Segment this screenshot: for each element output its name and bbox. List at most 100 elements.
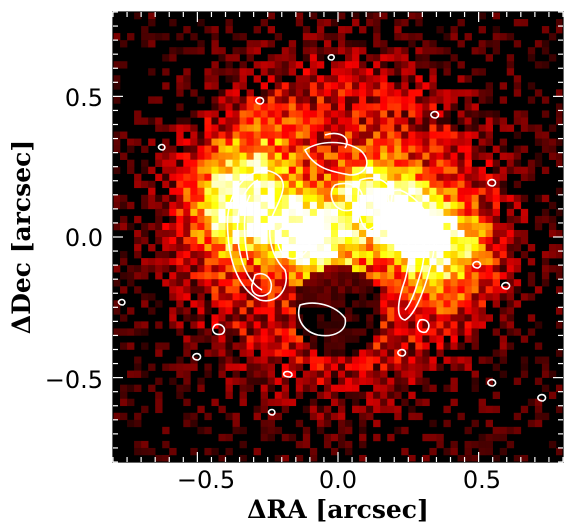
image-pixel	[359, 96, 367, 104]
image-pixel	[555, 159, 563, 167]
image-pixel	[183, 159, 191, 167]
image-pixel	[183, 222, 191, 231]
image-pixel	[323, 117, 332, 125]
image-pixel	[485, 222, 493, 231]
image-pixel	[380, 131, 388, 139]
image-pixel	[352, 208, 360, 217]
image-pixel	[183, 293, 191, 301]
image-pixel	[443, 244, 451, 252]
image-pixel	[359, 412, 367, 421]
image-pixel	[373, 279, 381, 287]
image-pixel	[176, 159, 184, 167]
image-pixel	[274, 279, 283, 287]
image-pixel	[281, 180, 290, 189]
image-pixel	[478, 293, 486, 301]
image-pixel	[239, 159, 247, 167]
image-pixel	[492, 244, 501, 252]
image-pixel	[492, 208, 501, 217]
image-pixel	[513, 75, 522, 83]
image-pixel	[366, 19, 374, 27]
image-pixel	[394, 145, 402, 153]
image-pixel	[246, 229, 254, 238]
image-pixel	[520, 117, 529, 125]
image-pixel	[380, 124, 388, 132]
image-pixel	[218, 194, 226, 203]
image-pixel	[492, 166, 501, 175]
image-pixel	[450, 272, 458, 280]
image-pixel	[359, 138, 367, 146]
image-pixel	[197, 138, 205, 146]
image-pixel	[288, 286, 297, 294]
image-pixel	[352, 363, 360, 371]
image-pixel	[478, 244, 486, 252]
image-pixel	[408, 244, 416, 252]
image-pixel	[183, 279, 191, 287]
image-pixel	[274, 377, 283, 385]
image-pixel	[429, 279, 437, 287]
image-pixel	[316, 258, 325, 266]
image-pixel	[380, 173, 388, 182]
image-pixel	[457, 229, 465, 238]
image-pixel	[450, 265, 458, 273]
image-pixel	[345, 103, 353, 111]
image-pixel	[338, 138, 346, 146]
image-pixel	[288, 335, 297, 343]
image-pixel	[309, 138, 318, 146]
image-pixel	[352, 61, 360, 69]
image-pixel	[408, 229, 416, 238]
image-pixel	[309, 166, 318, 175]
image-pixel	[352, 328, 360, 336]
image-pixel	[380, 279, 388, 287]
image-pixel	[450, 194, 458, 203]
image-pixel	[443, 89, 451, 97]
image-pixel	[323, 384, 332, 392]
image-pixel	[302, 33, 311, 41]
image-pixel	[534, 377, 543, 385]
image-pixel	[162, 237, 170, 245]
image-pixel	[366, 222, 374, 231]
image-pixel	[274, 187, 283, 196]
image-pixel	[288, 300, 297, 308]
image-pixel	[134, 237, 142, 245]
image-pixel	[394, 237, 402, 245]
image-pixel	[316, 124, 325, 132]
image-pixel	[148, 307, 156, 315]
image-pixel	[183, 272, 191, 280]
image-pixel	[309, 272, 318, 280]
image-pixel	[190, 251, 198, 259]
image-pixel	[225, 279, 233, 287]
image-pixel	[260, 314, 268, 322]
image-pixel	[239, 124, 247, 132]
image-pixel	[345, 26, 353, 34]
image-pixel	[415, 370, 423, 378]
image-pixel	[359, 40, 367, 48]
image-pixel	[373, 342, 381, 350]
axis-ticks	[112, 11, 564, 463]
image-pixel	[422, 349, 430, 357]
image-pixel	[471, 384, 479, 392]
image-pixel	[478, 68, 486, 76]
image-pixel	[211, 152, 219, 160]
image-pixel	[183, 180, 191, 189]
image-pixel	[162, 258, 170, 266]
image-pixel	[380, 321, 388, 329]
image-pixel	[253, 201, 261, 210]
image-pixel	[478, 265, 486, 273]
image-pixel	[176, 286, 184, 294]
image-pixel	[366, 314, 374, 322]
image-pixel	[373, 356, 381, 364]
image-pixel	[197, 145, 205, 153]
image-pixel	[288, 110, 297, 118]
image-pixel	[239, 440, 247, 449]
image-pixel	[281, 314, 290, 322]
image-pixel	[408, 68, 416, 76]
image-pixel	[373, 124, 381, 132]
image-pixel	[281, 152, 290, 160]
image-pixel	[471, 124, 479, 132]
image-pixel	[464, 89, 472, 97]
image-pixel	[422, 40, 430, 48]
image-pixel	[457, 180, 465, 189]
image-pixel	[450, 222, 458, 231]
image-pixel	[366, 166, 374, 175]
image-pixel	[394, 279, 402, 287]
